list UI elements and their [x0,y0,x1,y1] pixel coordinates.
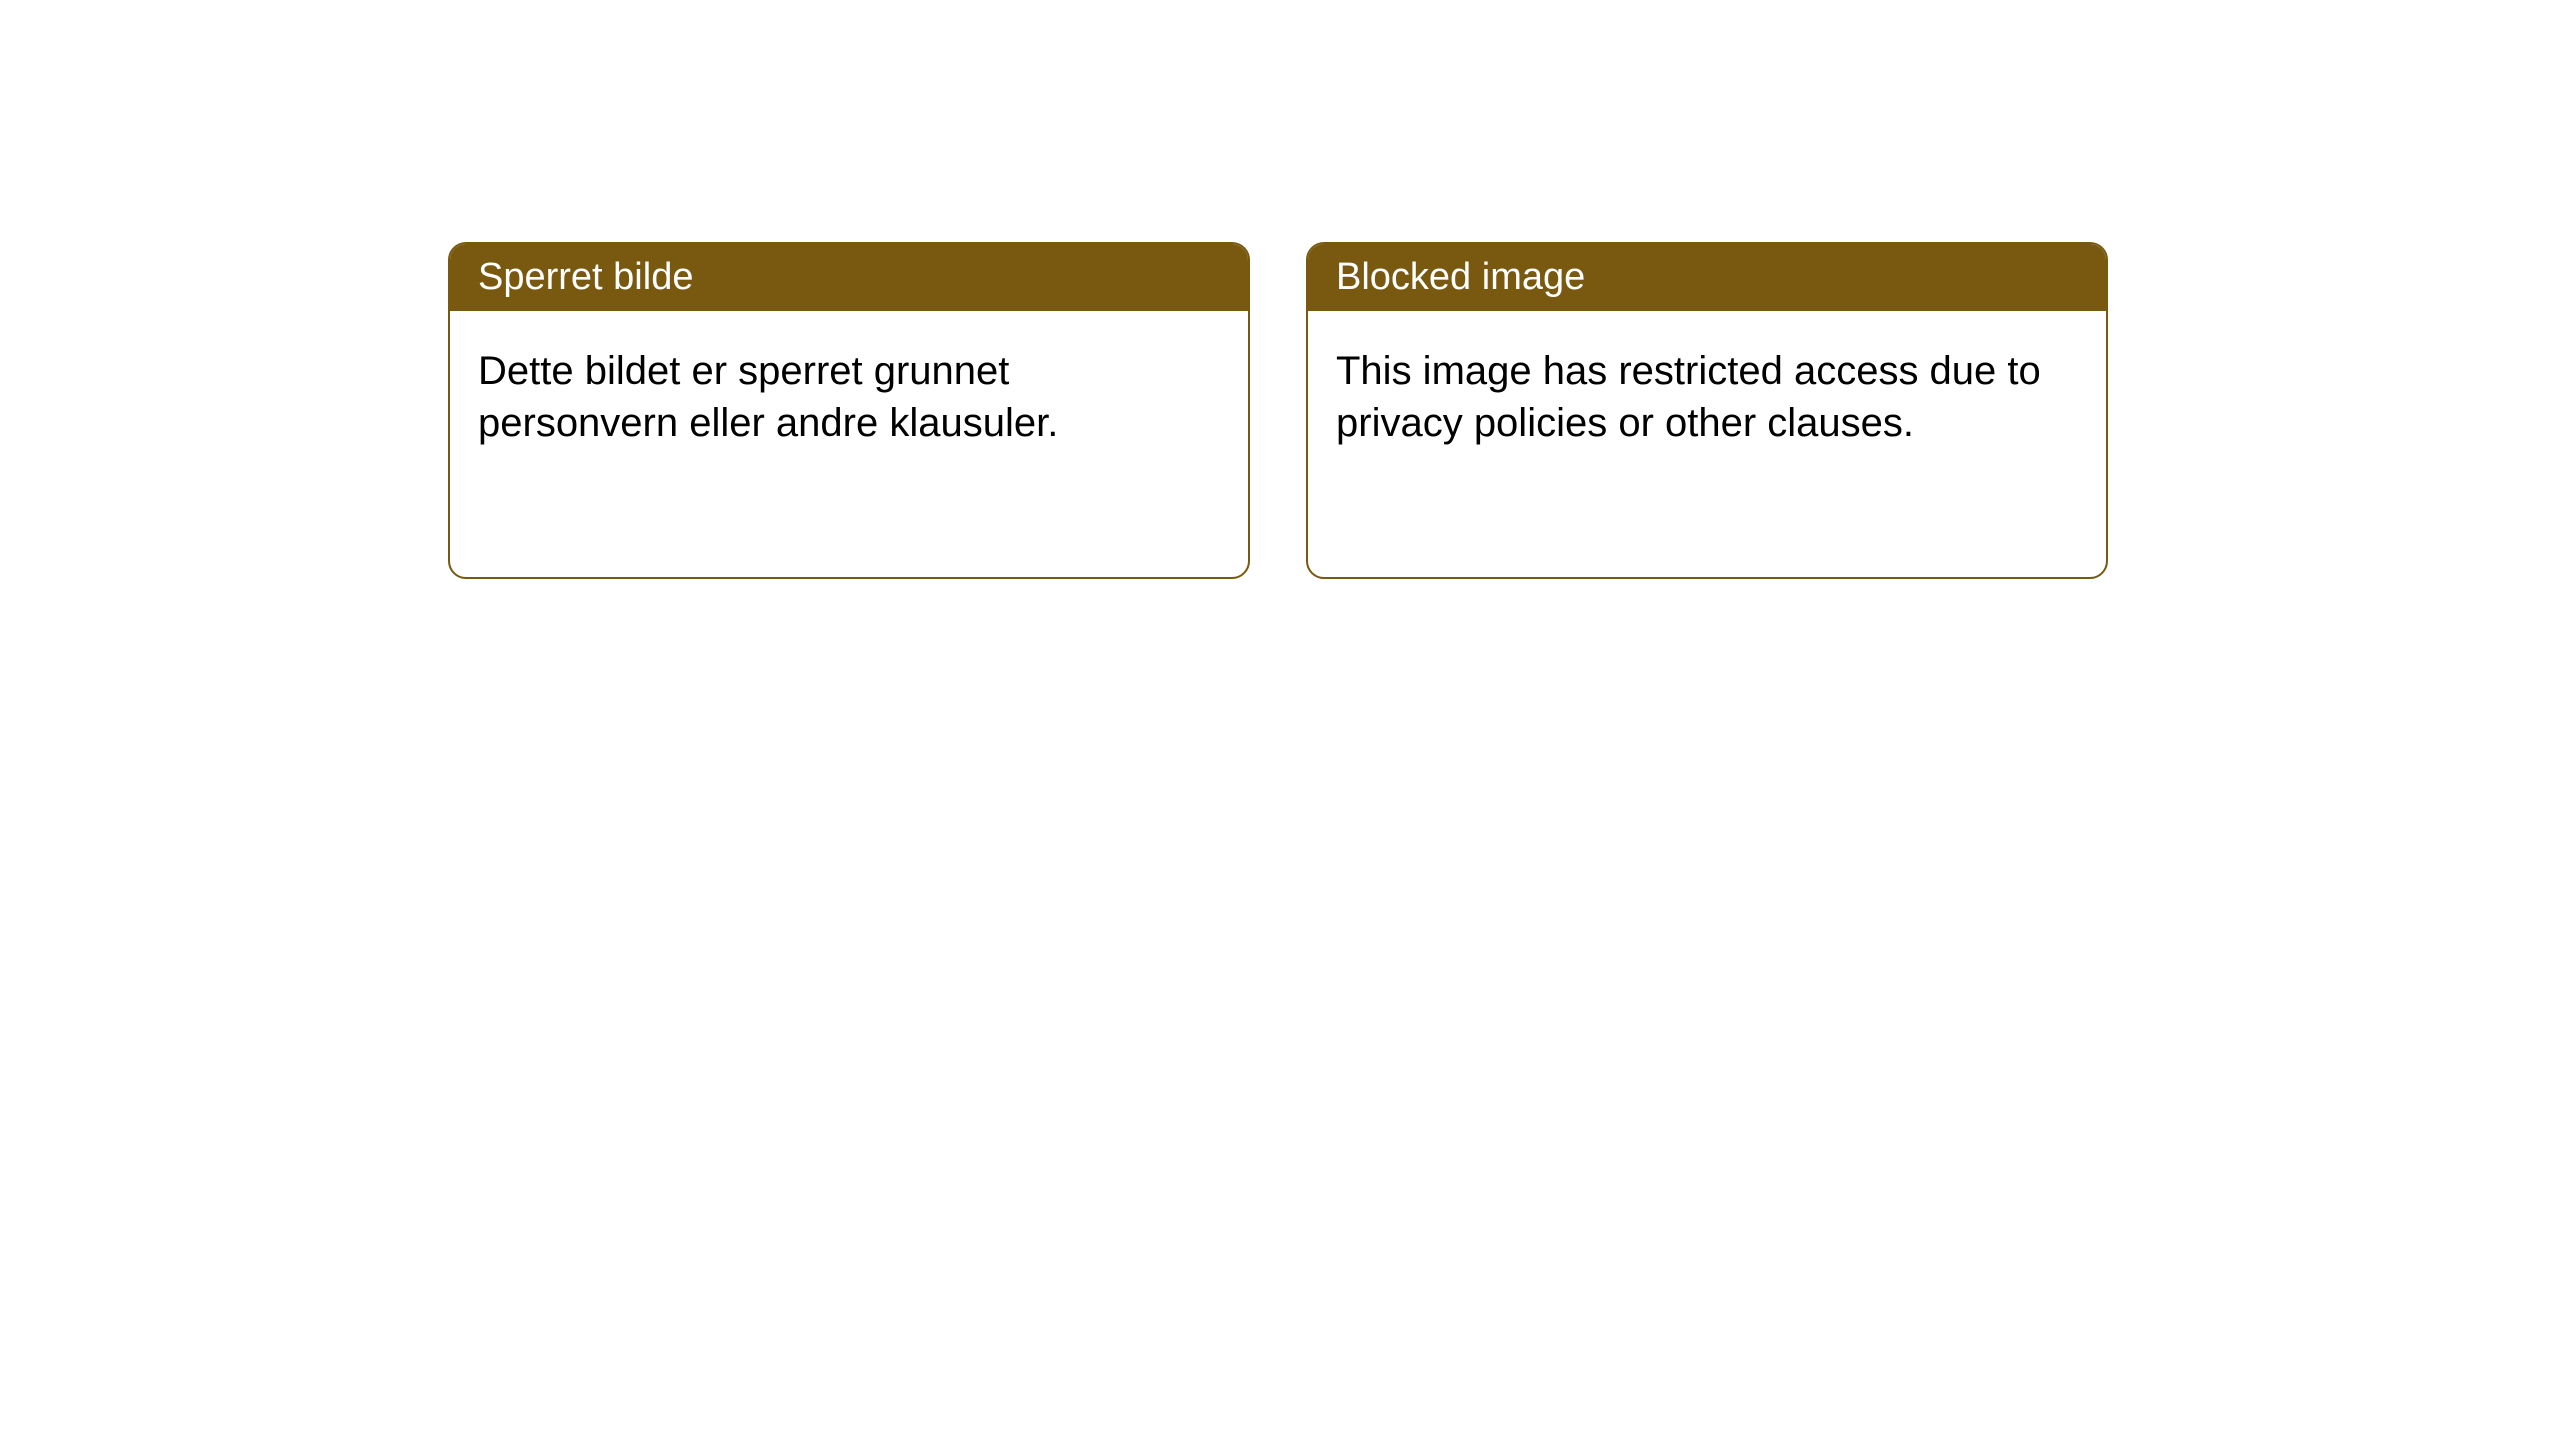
blocked-image-card-no: Sperret bilde Dette bildet er sperret gr… [448,242,1250,579]
card-title-en: Blocked image [1308,244,2106,311]
blocked-image-card-en: Blocked image This image has restricted … [1306,242,2108,579]
notice-cards-container: Sperret bilde Dette bildet er sperret gr… [448,242,2108,579]
card-body-no: Dette bildet er sperret grunnet personve… [450,311,1248,483]
card-title-no: Sperret bilde [450,244,1248,311]
card-body-en: This image has restricted access due to … [1308,311,2106,483]
